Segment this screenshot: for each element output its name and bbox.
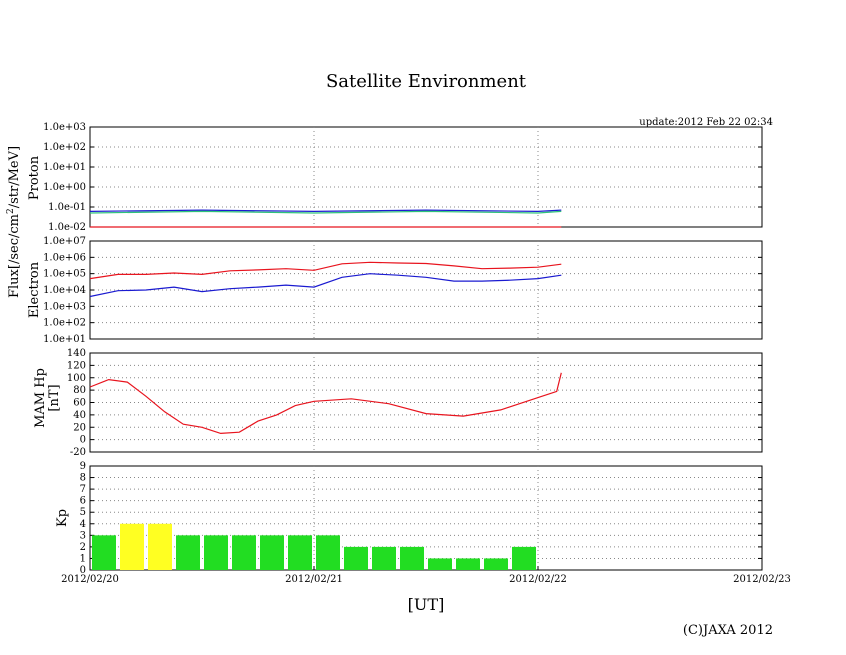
kp-bar — [484, 558, 508, 570]
series-line — [89, 209, 562, 213]
y-tick-label: 1.0e+01 — [43, 334, 86, 345]
y-tick-label: 1 — [80, 553, 86, 564]
y-tick-label: 60 — [73, 398, 86, 409]
y-axis-label-line: [nT] — [47, 384, 62, 411]
panels: 1.0e-021.0e-011.0e+001.0e+011.0e+021.0e+… — [27, 122, 763, 576]
y-tick-label: 9 — [80, 461, 86, 472]
series-line — [89, 273, 562, 298]
y-tick-label: 1.0e+02 — [43, 318, 86, 329]
y-tick-label: 1.0e+00 — [43, 182, 86, 193]
flux-label-main: Flux[/sec/cm — [7, 214, 22, 298]
panel-proton: 1.0e-02 1.0e-01 1.0e+00 1.0e+01 1.0e+02 1.0e+… — [27, 122, 763, 233]
x-axis-label: [UT] — [408, 595, 445, 614]
y-tick-label: 1.0e+03 — [43, 301, 86, 312]
y-tick-label: 1.0e+03 — [43, 122, 86, 133]
flux-label-sup: 2 — [6, 208, 16, 214]
kp-bar — [372, 546, 396, 570]
kp-bar — [428, 558, 452, 570]
y-tick-label: 1.0e+04 — [43, 285, 86, 296]
kp-bar — [120, 523, 144, 570]
y-tick-label: 100 — [67, 373, 86, 384]
x-axis-ticks: 2012/02/20 2012/02/21 2012/02/22 2012/02/23 — [61, 566, 791, 585]
y-tick-label: 80 — [73, 385, 86, 396]
y-tick-label: 1.0e-01 — [48, 202, 86, 213]
y-tick-label: 8 — [80, 473, 86, 484]
panel-frame — [89, 465, 763, 571]
update-timestamp: update:2012 Feb 22 02:34 — [639, 117, 773, 128]
y-tick-label: 1.0e+01 — [43, 162, 86, 173]
y-tick-label: 1.0e+02 — [43, 142, 86, 153]
series-line — [89, 210, 562, 214]
y-tick-label: 3 — [80, 530, 86, 541]
series-line — [89, 372, 562, 435]
kp-bar — [204, 535, 228, 570]
kp-bar — [176, 535, 200, 570]
x-tick-label: 2012/02/20 — [61, 574, 119, 585]
x-tick-label: 2012/02/21 — [285, 574, 343, 585]
x-tick-label: 2012/02/22 — [509, 574, 567, 585]
kp-bar — [288, 535, 312, 570]
kp-bar — [512, 546, 536, 570]
kp-bar — [260, 535, 284, 570]
y-axis-label: MAM Hp[nT] — [33, 368, 62, 428]
kp-bar — [400, 546, 424, 570]
y-axis-label-line: MAM Hp — [33, 368, 48, 428]
y-axis-label-line: Kp — [55, 509, 70, 527]
kp-bar — [456, 558, 480, 570]
y-tick-label: 0 — [80, 565, 86, 576]
y-axis-label: Proton — [27, 155, 42, 200]
y-tick-label: 40 — [73, 410, 86, 421]
y-tick-label: 2 — [80, 542, 86, 553]
y-tick-label: 6 — [80, 496, 86, 507]
y-tick-label: 1.0e+05 — [43, 269, 86, 280]
y-tick-label: 1.0e+07 — [43, 236, 86, 247]
y-tick-label: 140 — [67, 348, 86, 359]
chart-title: Satellite Environment — [326, 71, 527, 92]
y-tick-label: 7 — [80, 484, 86, 495]
y-tick-label: 120 — [67, 360, 86, 371]
flux-axis-label: Flux[/sec/cm2/str/MeV] — [6, 146, 22, 298]
y-axis-label-line: Proton — [27, 155, 42, 200]
kp-bar — [316, 535, 340, 570]
kp-bar — [232, 535, 256, 570]
y-axis-label: Electron — [27, 261, 42, 318]
kp-bar — [92, 535, 116, 570]
flux-label-tail: /str/MeV] — [7, 146, 22, 208]
kp-bar — [148, 523, 172, 570]
copyright: (C)JAXA 2012 — [683, 623, 773, 638]
kp-bar — [344, 546, 368, 570]
y-tick-label: 1.0e-02 — [48, 222, 86, 233]
x-tick-label: 2012/02/23 — [733, 574, 791, 585]
series-line — [89, 261, 562, 280]
y-tick-label: -20 — [70, 447, 86, 458]
y-axis-label-line: Electron — [27, 261, 42, 318]
y-tick-label: 5 — [80, 507, 86, 518]
y-tick-label: 4 — [80, 519, 86, 530]
y-axis-label: Kp — [55, 509, 70, 527]
panel-electron: 1.0e+01 1.0e+02 1.0e+03 1.0e+04 1.0e+05 1.0e+… — [27, 236, 763, 345]
y-tick-label: 20 — [73, 422, 86, 433]
y-tick-label: 0 — [80, 435, 86, 446]
y-tick-label: 1.0e+06 — [43, 252, 86, 263]
